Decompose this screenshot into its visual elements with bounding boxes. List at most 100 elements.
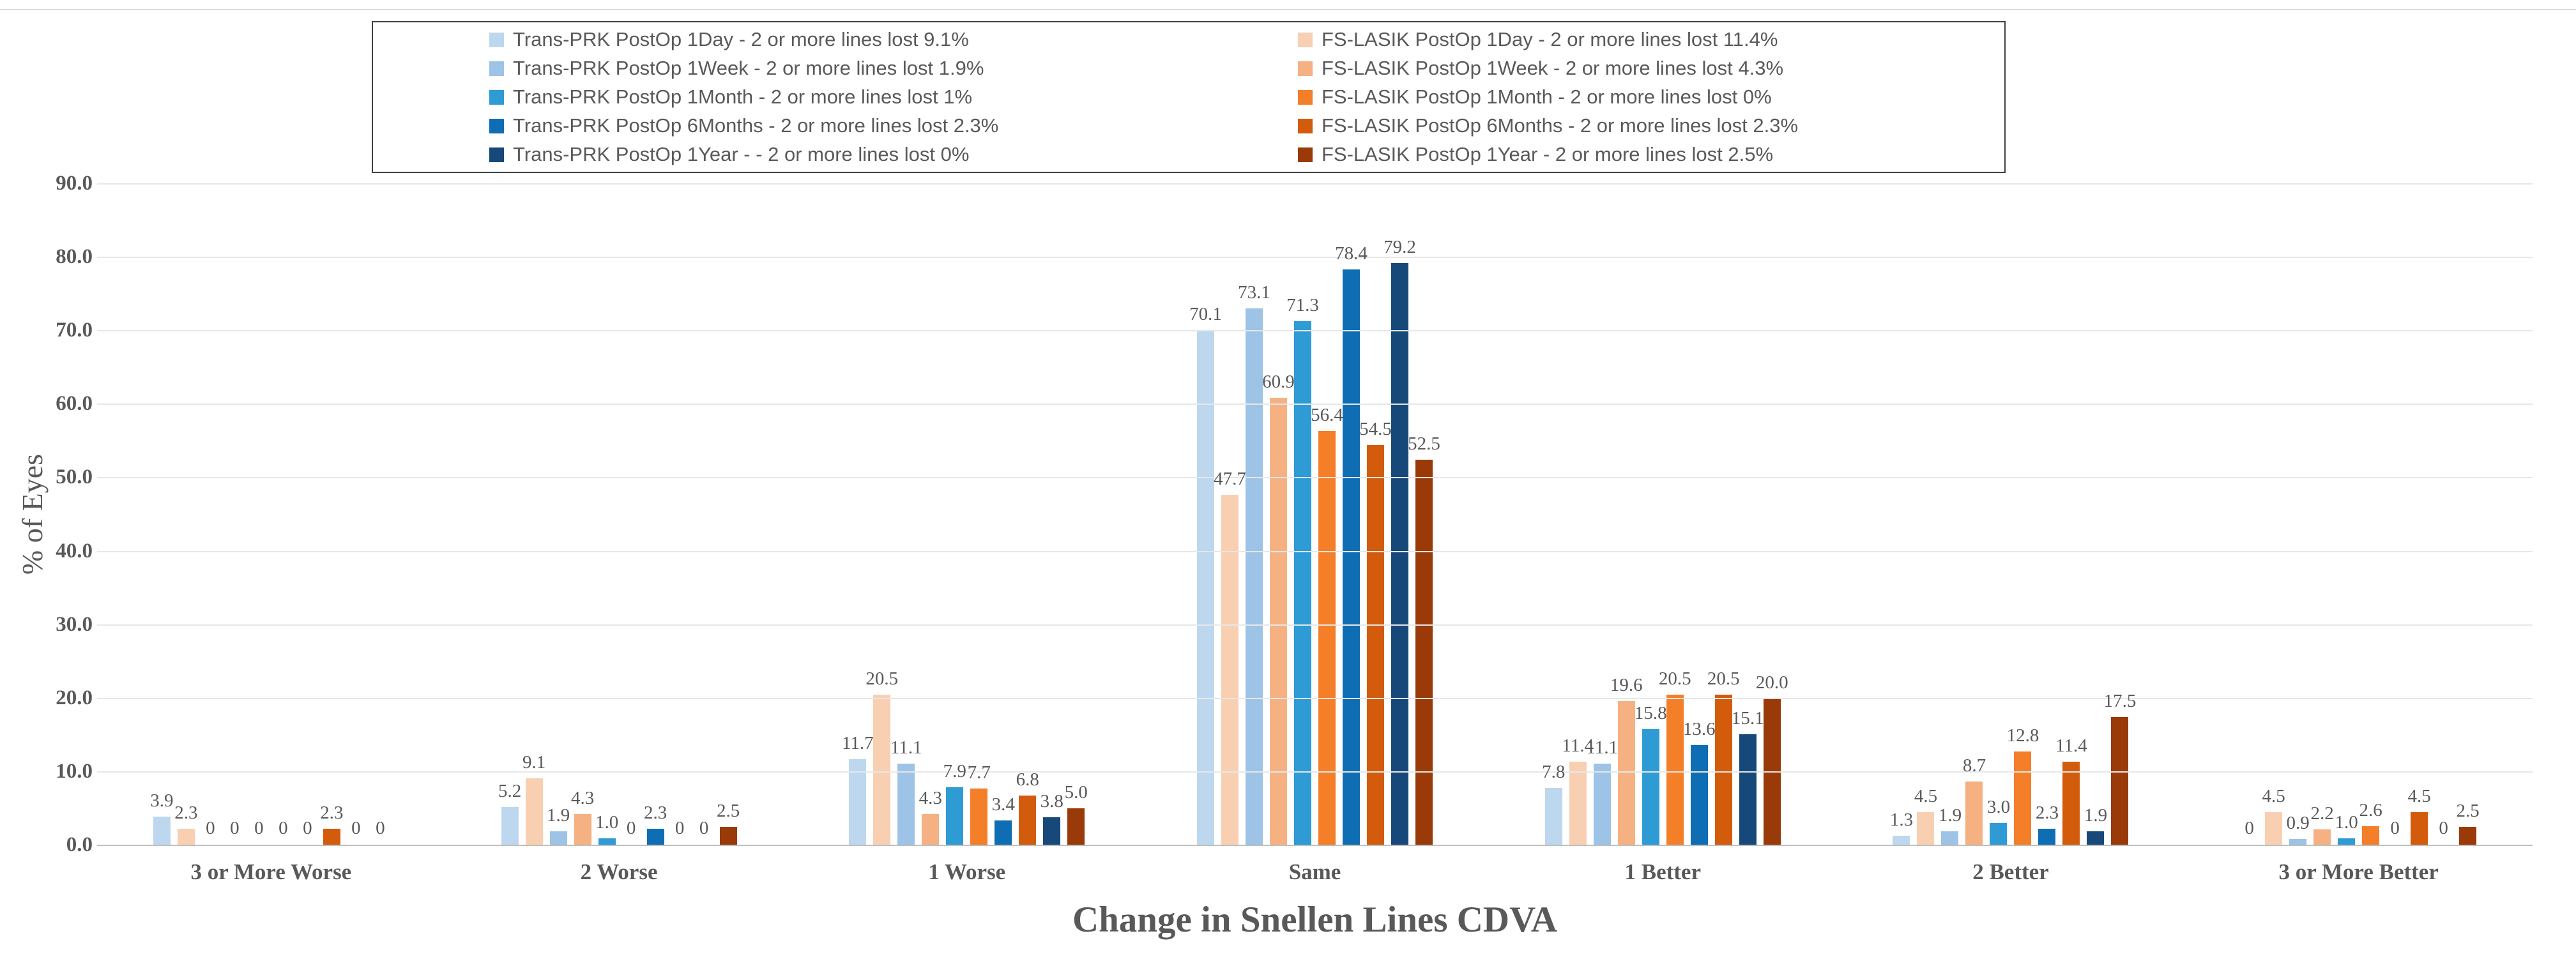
bar: [1965, 781, 1983, 845]
bar-slot: 0: [2386, 184, 2404, 845]
bar-slot: 0: [250, 184, 268, 845]
bar-slot: 17.5: [2104, 184, 2136, 845]
bar-slot: 0: [202, 184, 219, 845]
bar-group: 0 4.5 0.9 2.2 1.0 2.6 0 4.5 0 2.5: [2184, 184, 2533, 845]
bar: [2087, 831, 2105, 845]
legend-color-swatch: [1298, 147, 1313, 162]
bar: [1990, 823, 2008, 845]
bar-value-label: 5.2: [498, 781, 522, 802]
bar: [2062, 761, 2080, 845]
bar-slot: 4.5: [2408, 184, 2431, 845]
category-label: 2 Better: [1972, 859, 2049, 884]
legend-item-label: FS-LASIK PostOp 1Year - 2 or more lines …: [1322, 143, 1774, 165]
bar-slot: 0: [623, 184, 640, 845]
legend-item: Trans-PRK PostOp 1Month - 2 or more line…: [489, 86, 998, 109]
gridline-60: [97, 404, 2533, 405]
bar-value-label: 1.0: [2335, 812, 2358, 833]
bar: [1246, 308, 1263, 845]
bar-value-label: 20.5: [1707, 668, 1740, 690]
bar-slot: 3.0: [1987, 184, 2010, 845]
bar-slot: 70.1: [1189, 184, 1222, 845]
legend-item: Trans-PRK PostOp 1Year - - 2 or more lin…: [489, 143, 998, 166]
bar: [501, 807, 519, 845]
bar: [1893, 836, 1910, 845]
bar-value-label: 11.7: [841, 733, 874, 754]
bar-value-label: 1.0: [595, 812, 619, 833]
bar-slot: 2.2: [2310, 184, 2334, 845]
bar-value-label: 0.9: [2286, 812, 2310, 833]
bar-slot: 3.4: [992, 184, 1015, 845]
bar: [177, 828, 195, 845]
bar-value-label: 15.1: [1731, 708, 1764, 729]
bar-slot: 2.3: [644, 184, 667, 845]
bar-slot: 20.5: [865, 184, 898, 845]
bar-group: 70.1 47.7 73.1 60.9 71.3 56.4 78.4 54.5 79.2 52.5: [1141, 184, 1489, 845]
bar: [549, 831, 567, 845]
y-tick-label: 20.0: [56, 686, 93, 709]
bar-value-label: 15.8: [1634, 703, 1667, 724]
bar: [2411, 812, 2428, 845]
bar: [598, 838, 616, 845]
bar-slot: 0: [347, 184, 365, 845]
gridline-50: [97, 477, 2533, 479]
bar-value-label: 7.9: [943, 761, 966, 782]
bar: [1019, 795, 1037, 845]
y-tick-label: 0.0: [66, 833, 93, 856]
y-tick-label: 80.0: [56, 245, 93, 269]
legend-item-label: Trans-PRK PostOp 1Year - - 2 or more lin…: [513, 143, 970, 165]
y-tick-label: 30.0: [56, 612, 93, 636]
bar-value-label: 0: [206, 818, 215, 838]
bar-value-label: 56.4: [1311, 404, 1343, 425]
bar-slot: 2.6: [2359, 184, 2382, 845]
bar-value-label: 13.6: [1682, 719, 1716, 740]
bar: [2313, 829, 2331, 845]
bar: [1666, 695, 1684, 845]
bar-value-label: 20.0: [1755, 672, 1788, 693]
bar-value-label: 2.2: [2310, 803, 2334, 824]
bar-group: 7.8 11.4 11.1 19.6 15.8 20.5 13.6 20.5 15.1 20.0: [1489, 184, 1837, 845]
bar: [1569, 761, 1587, 845]
bar: [1294, 321, 1312, 845]
bar-slot: 0: [299, 184, 316, 845]
bar-slot: 3.9: [150, 184, 173, 845]
bar: [2459, 827, 2477, 845]
bar-slot: 7.9: [943, 184, 966, 845]
legend-item-label: FS-LASIK PostOp 6Months - 2 or more line…: [1322, 114, 1799, 137]
bar-slot: 56.4: [1311, 184, 1343, 845]
gridline-70: [97, 330, 2533, 332]
bar-slot: 7.8: [1542, 184, 1565, 845]
bar-value-label: 11.1: [890, 737, 922, 759]
legend-item-label: Trans-PRK PostOp 1Month - 2 or more line…: [513, 86, 973, 108]
bar-slot: 11.4: [1562, 184, 1594, 845]
bar: [1544, 788, 1562, 845]
y-tick-label: 50.0: [56, 465, 93, 489]
bar-value-label: 2.5: [716, 801, 740, 822]
bar-slot: 52.5: [1408, 184, 1440, 845]
legend-item: Trans-PRK PostOp 1Day - 2 or more lines …: [489, 28, 998, 51]
bar: [2265, 812, 2283, 845]
category-label: 2 Worse: [580, 859, 658, 884]
bar-value-label: 20.5: [1658, 668, 1691, 690]
bar-value-label: 6.8: [1016, 769, 1039, 790]
bar-value-label: 20.5: [865, 668, 899, 690]
bar: [1221, 494, 1239, 845]
bar-slot: 1.9: [546, 184, 570, 845]
bar: [1593, 764, 1611, 845]
bar-value-label: 1.9: [2084, 805, 2108, 826]
top-border-rule: [0, 9, 2576, 10]
bar-value-label: 1.9: [546, 805, 570, 826]
legend-item: FS-LASIK PostOp 1Week - 2 or more lines …: [1298, 57, 1798, 80]
bar-value-label: 54.5: [1359, 418, 1392, 439]
bar-group: 11.7 20.5 11.1 4.3 7.9 7.7 3.4 6.8 3.8 5.0: [793, 184, 1141, 845]
bar-value-label: 79.2: [1383, 237, 1416, 258]
legend-item-label: FS-LASIK PostOp 1Month - 2 or more lines…: [1322, 86, 1772, 108]
bar-value-label: 2.5: [2456, 801, 2480, 822]
bar: [922, 813, 940, 845]
category-label: 1 Better: [1624, 859, 1701, 884]
bar-slot: 0: [226, 184, 243, 845]
bar-value-label: 7.7: [967, 762, 991, 783]
bar: [1391, 263, 1409, 845]
bar-value-label: 1.3: [1889, 810, 1914, 831]
bar-value-label: 4.3: [918, 787, 942, 808]
bar: [646, 828, 664, 845]
